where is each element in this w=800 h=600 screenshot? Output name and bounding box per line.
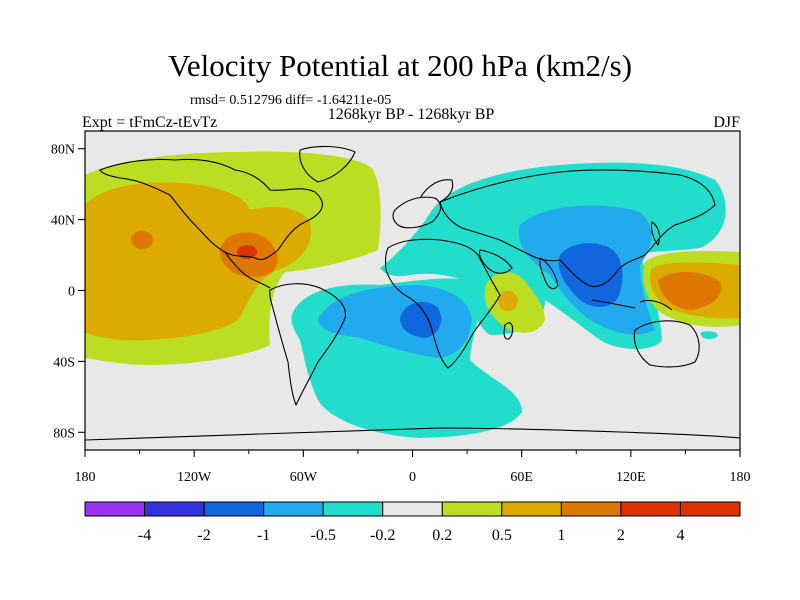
colorbar-segment (620, 501, 681, 517)
colorbar-label: 4 (676, 527, 684, 544)
x-tick-label: 0 (409, 470, 416, 485)
contour-asia-min (558, 243, 623, 307)
contour-pacific-max (85, 182, 311, 341)
y-tick-label: 80N (51, 143, 75, 158)
x-tick-label: 120E (616, 470, 646, 485)
colorbar-label: 0.2 (432, 527, 452, 544)
chart-subtitle: 1268kyr BP - 1268kyr BP (327, 106, 495, 123)
colorbar-segment (679, 501, 741, 517)
colorbar-label: -4 (138, 527, 151, 544)
contour-caribbean-core (237, 245, 257, 259)
colorbar-label: 1 (557, 527, 565, 544)
colorbar: -4 -2 -1 -0.5 -0.2 0.2 0.5 1 2 4 (84, 501, 741, 544)
y-axis: 80N 40N 0 40S 80S (51, 143, 85, 441)
contour-pacific-spot (131, 231, 153, 249)
colorbar-segment (501, 501, 562, 517)
colorbar-label: -1 (257, 527, 270, 544)
colorbar-segment (382, 501, 443, 517)
contour-south-america-min (400, 302, 442, 338)
colorbar-segment (144, 501, 205, 517)
contour-south-america-inner (318, 285, 472, 358)
season-label: DJF (713, 114, 740, 131)
x-tick-label: 60E (510, 470, 533, 485)
contour-west-pacific-max (658, 271, 722, 310)
colorbar-label: 2 (617, 527, 625, 544)
y-tick-label: 40N (51, 214, 75, 229)
colorbar-segment (263, 501, 324, 517)
colorbar-label: 0.5 (492, 527, 512, 544)
contour-east-africa-max (498, 291, 518, 311)
colorbar-label: -2 (197, 527, 210, 544)
stats-line: rmsd= 0.512796 diff= -1.64211e-05 (190, 93, 392, 108)
y-tick-label: 0 (68, 285, 75, 300)
x-tick-label: 180 (75, 470, 96, 485)
colorbar-segment (560, 501, 622, 517)
x-tick-label: 120W (177, 470, 212, 485)
colorbar-segment (203, 501, 265, 517)
colorbar-segment (322, 501, 384, 517)
chart-title: Velocity Potential at 200 hPa (km2/s) (167, 48, 633, 83)
contour-indian-ocean-spot (700, 331, 718, 339)
y-tick-label: 40S (53, 355, 75, 370)
colorbar-segment (441, 501, 503, 517)
colorbar-label: -0.5 (311, 527, 336, 544)
coastlines (85, 145, 740, 441)
colorbar-segment (84, 501, 146, 517)
y-tick-label: 80S (53, 426, 75, 441)
x-tick-label: 180 (730, 470, 751, 485)
colorbar-label: -0.2 (370, 527, 395, 544)
experiment-label: Expt = tFmCz-tEvTz (82, 114, 218, 131)
x-tick-label: 60W (290, 470, 318, 485)
x-axis: 180 120W 60W 0 60E 120E 180 (75, 450, 751, 485)
